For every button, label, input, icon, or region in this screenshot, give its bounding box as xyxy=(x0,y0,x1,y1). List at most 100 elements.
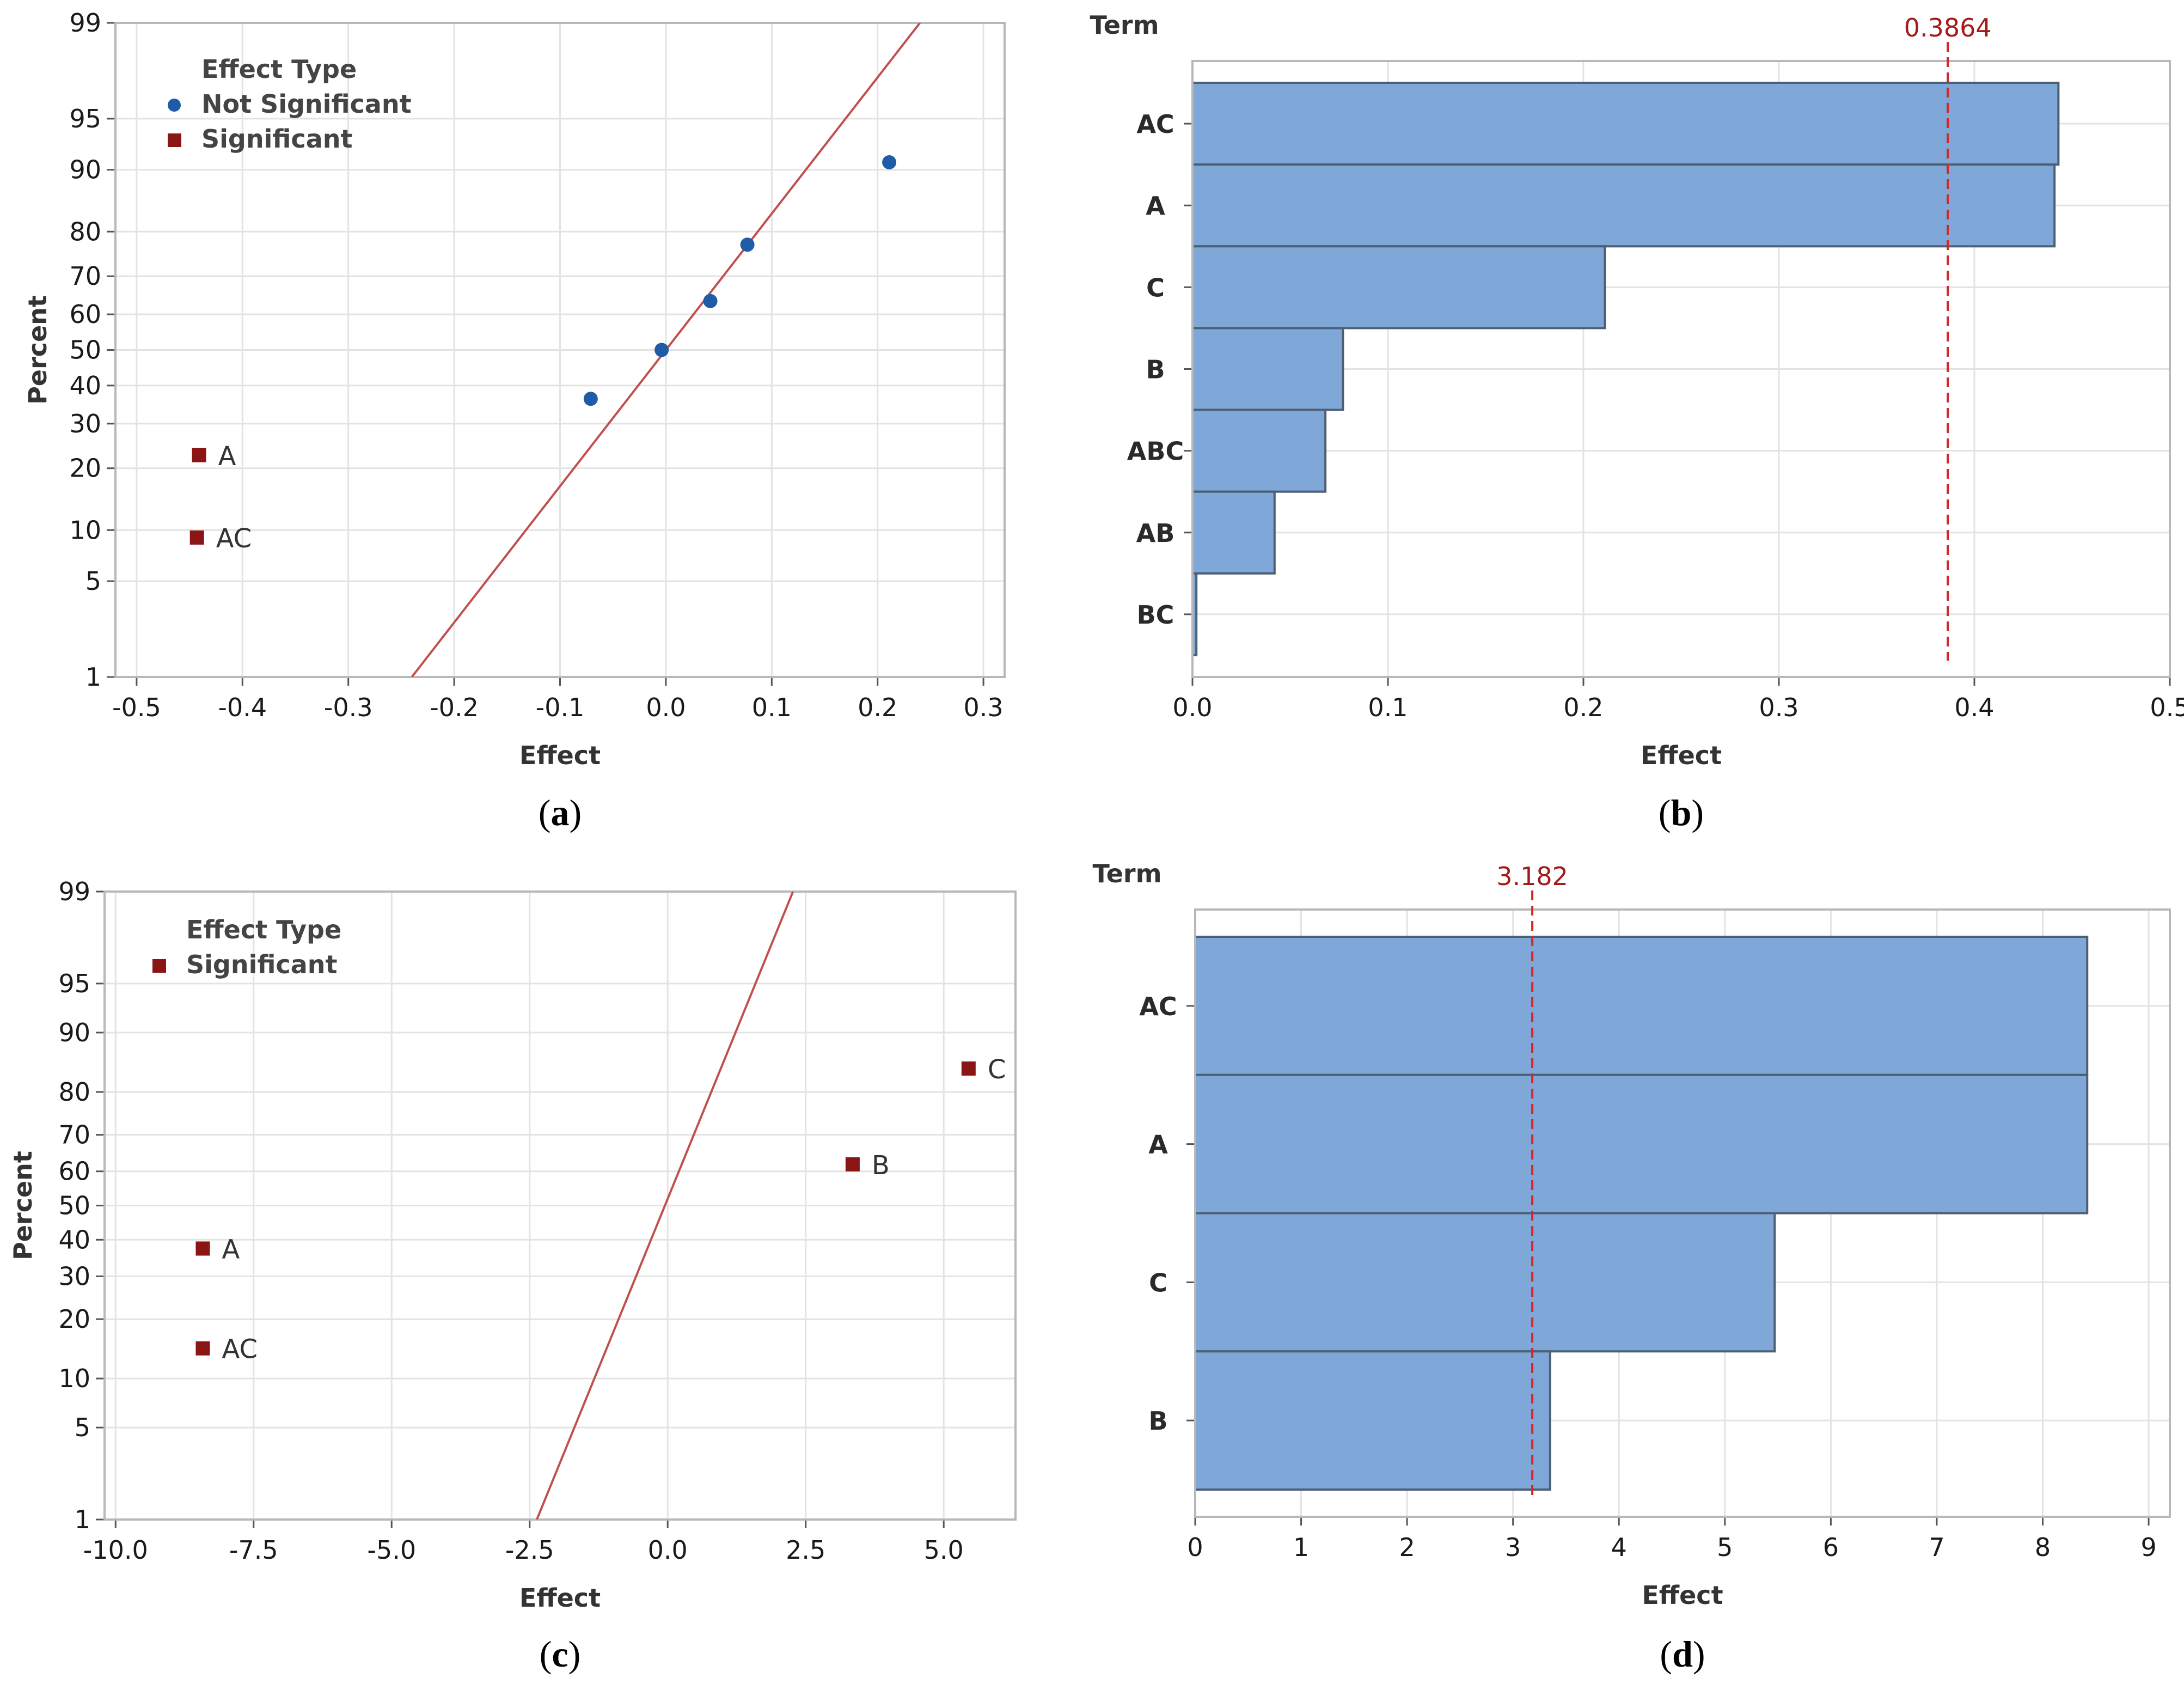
term-label: AC xyxy=(1136,109,1174,139)
data-point-significant xyxy=(192,448,206,462)
point-label: AC xyxy=(222,1334,258,1365)
y-tick-label: 30 xyxy=(69,409,101,438)
term-label: C xyxy=(1149,1268,1167,1297)
panel-caption: (a) xyxy=(539,792,582,833)
y-tick-label: 5 xyxy=(75,1413,90,1442)
y-tick-label: 80 xyxy=(58,1077,90,1107)
y-tick-label: 1 xyxy=(75,1505,90,1534)
y-tick-label: 50 xyxy=(69,335,101,365)
bar xyxy=(1191,408,1327,493)
term-label: A xyxy=(1146,191,1165,221)
y-tick-label: 20 xyxy=(58,1304,90,1334)
legend-marker-circle xyxy=(168,99,181,112)
bar xyxy=(1191,245,1606,330)
data-point-not-significant xyxy=(740,237,755,252)
x-tick-label: 0.0 xyxy=(648,1535,688,1565)
x-tick-label: 0.1 xyxy=(1368,693,1408,722)
term-label: BC xyxy=(1137,600,1174,630)
x-tick-label: 0.2 xyxy=(858,693,897,722)
point-label: AC xyxy=(216,523,252,554)
fit-line xyxy=(536,892,794,1520)
x-tick-label: -10.0 xyxy=(83,1535,148,1565)
x-tick-label: -2.5 xyxy=(505,1535,554,1565)
legend-title: Effect Type xyxy=(201,54,357,84)
y-tick-label: 10 xyxy=(69,515,101,545)
plot-frame xyxy=(1194,908,2171,1518)
panel-caption: (b) xyxy=(1659,792,1704,833)
x-tick-label: -0.2 xyxy=(430,693,479,722)
bar xyxy=(1194,1073,2089,1215)
x-axis-label: Effect xyxy=(519,741,601,770)
x-tick-label: 1 xyxy=(1293,1533,1309,1562)
x-tick-label: 2.5 xyxy=(786,1535,825,1565)
legend-entry-label: Not Significant xyxy=(201,89,412,119)
x-tick-label: -0.4 xyxy=(218,693,267,722)
x-tick-label: 8 xyxy=(2035,1533,2051,1562)
y-axis-label: Term xyxy=(1092,859,1161,888)
y-tick-label: 30 xyxy=(58,1261,90,1291)
y-tick-label: 99 xyxy=(58,877,90,906)
x-tick-label: 0.0 xyxy=(646,693,686,722)
x-tick-label: -0.5 xyxy=(112,693,161,722)
y-tick-label: 40 xyxy=(69,371,101,400)
x-tick-label: 0.4 xyxy=(1954,693,1994,722)
reference-line-label: 0.3864 xyxy=(1904,13,1992,42)
y-tick-label: 50 xyxy=(58,1191,90,1221)
bar xyxy=(1194,936,2089,1076)
x-axis-label: Effect xyxy=(1641,741,1722,770)
data-point-significant xyxy=(845,1157,860,1172)
x-tick-label: 7 xyxy=(1929,1533,1944,1562)
bar xyxy=(1191,490,1276,575)
panel-caption-letter: c xyxy=(552,1633,568,1675)
legend-entry-label: Significant xyxy=(201,124,352,154)
bar xyxy=(1191,163,2056,248)
term-label: ABC xyxy=(1127,437,1184,466)
y-tick-label: 95 xyxy=(58,969,90,998)
y-tick-label: 60 xyxy=(69,300,101,329)
point-label: A xyxy=(218,441,236,472)
y-axis-label: Term xyxy=(1090,10,1159,40)
term-label: AC xyxy=(1139,992,1177,1021)
x-tick-label: 0.3 xyxy=(964,693,1004,722)
data-point-significant xyxy=(961,1061,976,1076)
legend-entry-label: Significant xyxy=(186,950,337,979)
x-tick-label: -0.3 xyxy=(324,693,373,722)
y-tick-label: 60 xyxy=(58,1157,90,1186)
panel-caption-letter: a xyxy=(551,792,570,833)
y-tick-label: 80 xyxy=(69,217,101,246)
plot-frame xyxy=(114,22,1006,678)
y-tick-label: 99 xyxy=(69,8,101,38)
panel-caption: (c) xyxy=(540,1633,581,1675)
x-tick-label: 0.1 xyxy=(752,693,792,722)
data-point-significant xyxy=(195,1341,210,1356)
x-tick-label: 2 xyxy=(1399,1533,1415,1562)
y-tick-label: 70 xyxy=(58,1120,90,1150)
x-tick-label: 9 xyxy=(2140,1533,2156,1562)
y-tick-label: 5 xyxy=(85,566,101,596)
y-tick-label: 10 xyxy=(58,1364,90,1393)
x-tick-label: 4 xyxy=(1611,1533,1627,1562)
term-label: A xyxy=(1148,1130,1168,1160)
bar xyxy=(1194,1212,1776,1353)
panel-caption-letter: b xyxy=(1671,792,1692,833)
bar xyxy=(1191,327,1344,411)
bar xyxy=(1191,82,2060,166)
x-tick-label: 0.2 xyxy=(1563,693,1603,722)
y-axis-label: Percent xyxy=(8,1151,38,1260)
y-axis-label: Percent xyxy=(23,295,52,405)
panel-c-normal-plot: -10.0 -7.5 -5.0 -2.5 0.0 2.5 5.0 1 5 10 20 30 40 50 60… xyxy=(8,877,1017,1675)
data-point-not-significant xyxy=(703,294,718,308)
term-label: C xyxy=(1146,273,1165,302)
y-tick-label: 20 xyxy=(69,454,101,483)
x-tick-label: 3 xyxy=(1505,1533,1521,1562)
panel-caption-letter: d xyxy=(1672,1633,1693,1675)
x-axis-label: Effect xyxy=(519,1583,601,1613)
point-label: A xyxy=(222,1234,240,1265)
point-label: B xyxy=(872,1150,890,1181)
x-axis-label: Effect xyxy=(1642,1581,1723,1610)
panel-a-normal-plot: -0.5 -0.4 -0.3 -0.2 -0.1 0.0 0.1 0.2 0.3 1 5 10 20 30… xyxy=(23,8,1006,833)
y-tick-label: 70 xyxy=(69,261,101,291)
